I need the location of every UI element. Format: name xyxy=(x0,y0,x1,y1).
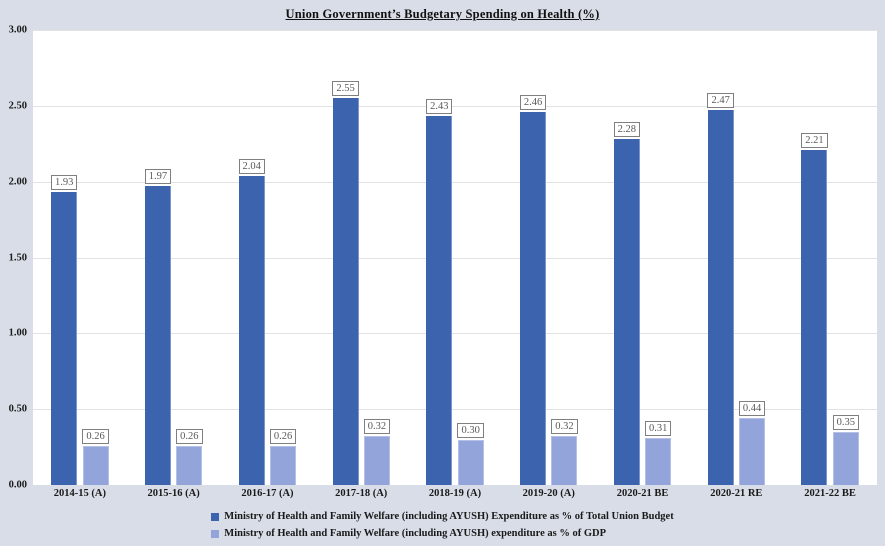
bar-column: 2.46 xyxy=(519,30,547,485)
bar-group-2015-16 (A): 1.97 0.26 xyxy=(127,30,221,485)
value-label: 2.43 xyxy=(426,99,453,115)
x-tick-label: 2014-15 (A) xyxy=(53,488,106,499)
legend-label: Ministry of Health and Family Welfare (i… xyxy=(224,528,606,539)
x-tick-label: 2019-20 (A) xyxy=(522,488,575,499)
bar-column: 2.04 xyxy=(238,30,265,485)
gridline-0.50 xyxy=(33,409,877,411)
bar-series1-2017-18 (A) xyxy=(332,98,359,485)
chart-title: Union Government’s Budgetary Spending on… xyxy=(285,7,600,21)
bar-column: 0.26 xyxy=(269,30,297,485)
bar-series1-2018-19 (A) xyxy=(426,116,453,485)
bar-series2-2020-21 BE xyxy=(645,437,672,485)
bar-group-2017-18 (A): 2.55 0.32 xyxy=(314,30,408,485)
bar-series2-2020-21 RE xyxy=(739,418,765,485)
value-label: 0.35 xyxy=(832,414,859,430)
x-tick-label: 2020-21 RE xyxy=(710,488,763,499)
bar-column: 2.28 xyxy=(613,30,641,485)
bar-series1-2020-21 RE xyxy=(707,110,734,485)
x-tick-label: 2020-21 BE xyxy=(616,488,669,499)
y-tick-label: 1.00 xyxy=(8,327,27,339)
gridline-2.50 xyxy=(33,105,877,107)
bar-group-2018-19 (A): 2.43 0.30 xyxy=(408,30,502,485)
legend-label: Ministry of Health and Family Welfare (i… xyxy=(224,511,674,522)
bar-group-2016-17 (A): 2.04 0.26 xyxy=(221,30,315,485)
bar-column: 0.32 xyxy=(363,30,391,485)
bar-group-2020-21 BE: 2.28 0.31 xyxy=(596,30,690,485)
y-tick-label: 2.50 xyxy=(8,100,27,112)
x-axis: 2014-15 (A) 2015-16 (A) 2016-17 (A) 2017-18… xyxy=(33,488,877,504)
value-label: 2.46 xyxy=(519,94,547,110)
gridline-2.00 xyxy=(33,181,877,183)
value-label: 2.04 xyxy=(238,158,265,174)
value-label: 0.30 xyxy=(457,422,484,438)
legend-entry-series1: Ministry of Health and Family Welfare (i… xyxy=(211,510,674,524)
value-label: 2.47 xyxy=(707,93,734,109)
y-tick-label: 2.00 xyxy=(8,176,27,188)
bar-series1-2014-15 (A) xyxy=(51,192,78,485)
bar-series1-2021-22 BE xyxy=(801,149,828,485)
legend-entry-series2: Ministry of Health and Family Welfare (i… xyxy=(211,527,606,541)
bar-series2-2019-20 (A) xyxy=(551,436,578,485)
x-tick-label: 2015-16 (A) xyxy=(147,488,200,499)
y-axis: 0.00 0.50 1.00 1.50 2.00 2.50 3.00 xyxy=(0,25,30,491)
bar-column: 2.47 xyxy=(707,30,734,485)
bar-series1-2016-17 (A) xyxy=(238,175,265,485)
bar-group-2021-22 BE: 2.21 0.35 xyxy=(783,30,877,485)
bar-column: 2.43 xyxy=(426,30,453,485)
y-tick-label: 3.00 xyxy=(8,24,27,36)
value-label: 0.26 xyxy=(269,428,297,444)
bar-series2-2016-17 (A) xyxy=(270,445,297,485)
value-label: 1.97 xyxy=(144,169,172,185)
bar-column: 1.93 xyxy=(51,30,78,485)
bar-group-2020-21 RE: 2.47 0.44 xyxy=(689,30,783,485)
value-label: 0.31 xyxy=(645,420,672,436)
y-tick-label: 1.50 xyxy=(8,252,27,263)
bar-column: 2.21 xyxy=(801,30,828,485)
value-label: 2.55 xyxy=(332,81,359,97)
x-tick-label: 2021-22 BE xyxy=(804,488,856,499)
bar-column: 0.31 xyxy=(645,30,672,485)
value-label: 2.21 xyxy=(801,132,828,148)
bar-group-2019-20 (A): 2.46 0.32 xyxy=(502,30,596,485)
bar-column: 0.32 xyxy=(551,30,578,485)
legend-block: Ministry of Health and Family Welfare (i… xyxy=(211,510,674,541)
value-label: 0.26 xyxy=(82,428,109,444)
value-label: 0.32 xyxy=(363,419,391,435)
gridline-3.00 xyxy=(33,30,877,31)
plot-area: 1.93 0.26 1.97 0.26 2.04 0.26 2.55 0.32 2.43 0.30… xyxy=(33,30,877,485)
bar-column: 2.55 xyxy=(332,30,359,485)
bar-series1-2020-21 BE xyxy=(613,139,640,485)
value-label: 2.28 xyxy=(613,122,641,138)
legend-swatch-icon xyxy=(211,513,220,521)
legend: Ministry of Health and Family Welfare (i… xyxy=(0,510,885,541)
bar-series1-2019-20 (A) xyxy=(520,111,547,485)
value-label: 1.93 xyxy=(51,175,78,191)
bar-series2-2018-19 (A) xyxy=(457,439,484,485)
bar-column: 0.35 xyxy=(832,30,859,485)
x-tick-label: 2017-18 (A) xyxy=(335,488,388,499)
bar-series1-2015-16 (A) xyxy=(144,186,171,485)
bar-series2-2021-22 BE xyxy=(832,431,859,485)
value-label: 0.32 xyxy=(551,419,578,435)
y-tick-label: 0.50 xyxy=(8,403,27,415)
bar-column: 0.26 xyxy=(82,30,109,485)
bar-group-2014-15 (A): 1.93 0.26 xyxy=(33,30,127,485)
legend-swatch-icon xyxy=(211,530,220,538)
value-label: 0.26 xyxy=(176,428,203,444)
value-label: 0.44 xyxy=(738,401,766,417)
bar-series2-2015-16 (A) xyxy=(176,445,203,485)
x-tick-label: 2016-17 (A) xyxy=(241,488,294,499)
bar-column: 0.26 xyxy=(176,30,203,485)
bar-column: 0.44 xyxy=(738,30,766,485)
y-tick-label: 0.00 xyxy=(8,479,27,491)
gridline-1.00 xyxy=(33,333,877,335)
bar-series2-2017-18 (A) xyxy=(363,436,390,485)
bar-column: 0.30 xyxy=(457,30,484,485)
bar-series2-2014-15 (A) xyxy=(82,445,109,485)
bar-column: 1.97 xyxy=(144,30,172,485)
gridline-1.50 xyxy=(33,257,877,259)
x-tick-label: 2018-19 (A) xyxy=(428,488,482,499)
